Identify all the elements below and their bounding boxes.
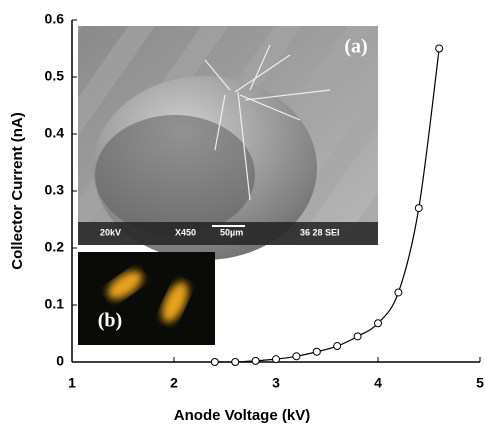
inset-footer-text: 20kV (100, 227, 121, 237)
point (232, 359, 239, 366)
x-tick-label: 4 (374, 375, 382, 391)
y-axis-label: Collector Current (nA) (9, 112, 26, 270)
point (354, 333, 361, 340)
inset-footer-text: X450 (175, 227, 196, 237)
point (293, 353, 300, 360)
x-tick-label: 1 (68, 375, 76, 391)
x-tick-label: 3 (272, 375, 280, 391)
point (211, 359, 218, 366)
x-axis-label: Anode Voltage (kV) (174, 407, 310, 424)
point (415, 205, 422, 212)
point (436, 45, 443, 52)
y-tick-label: 0.4 (45, 125, 65, 141)
point (273, 356, 280, 363)
y-tick-label: 0.5 (45, 68, 65, 84)
point (334, 343, 341, 350)
point (375, 320, 382, 327)
inset-label: (b) (98, 310, 122, 332)
y-tick-label: 0.2 (45, 239, 65, 255)
x-tick-label: 2 (170, 375, 178, 391)
point (313, 348, 320, 355)
chart: (a) 20kV X450 50µm 36 28 SEI (b) Anode Volt… (0, 0, 485, 428)
y-tick-label: 0.6 (45, 11, 65, 27)
x-tick-label: 5 (476, 375, 484, 391)
y-tick-label: 0 (56, 353, 64, 369)
point (395, 289, 402, 296)
point (252, 357, 259, 364)
inset-sem-image (78, 26, 378, 260)
inset-label: (a) (344, 36, 367, 58)
y-tick-label: 0.3 (45, 182, 65, 198)
y-tick-label: 0.1 (45, 296, 65, 312)
inset-footer-text: 36 28 SEI (300, 227, 340, 237)
inset-footer-text: 50µm (220, 227, 243, 237)
